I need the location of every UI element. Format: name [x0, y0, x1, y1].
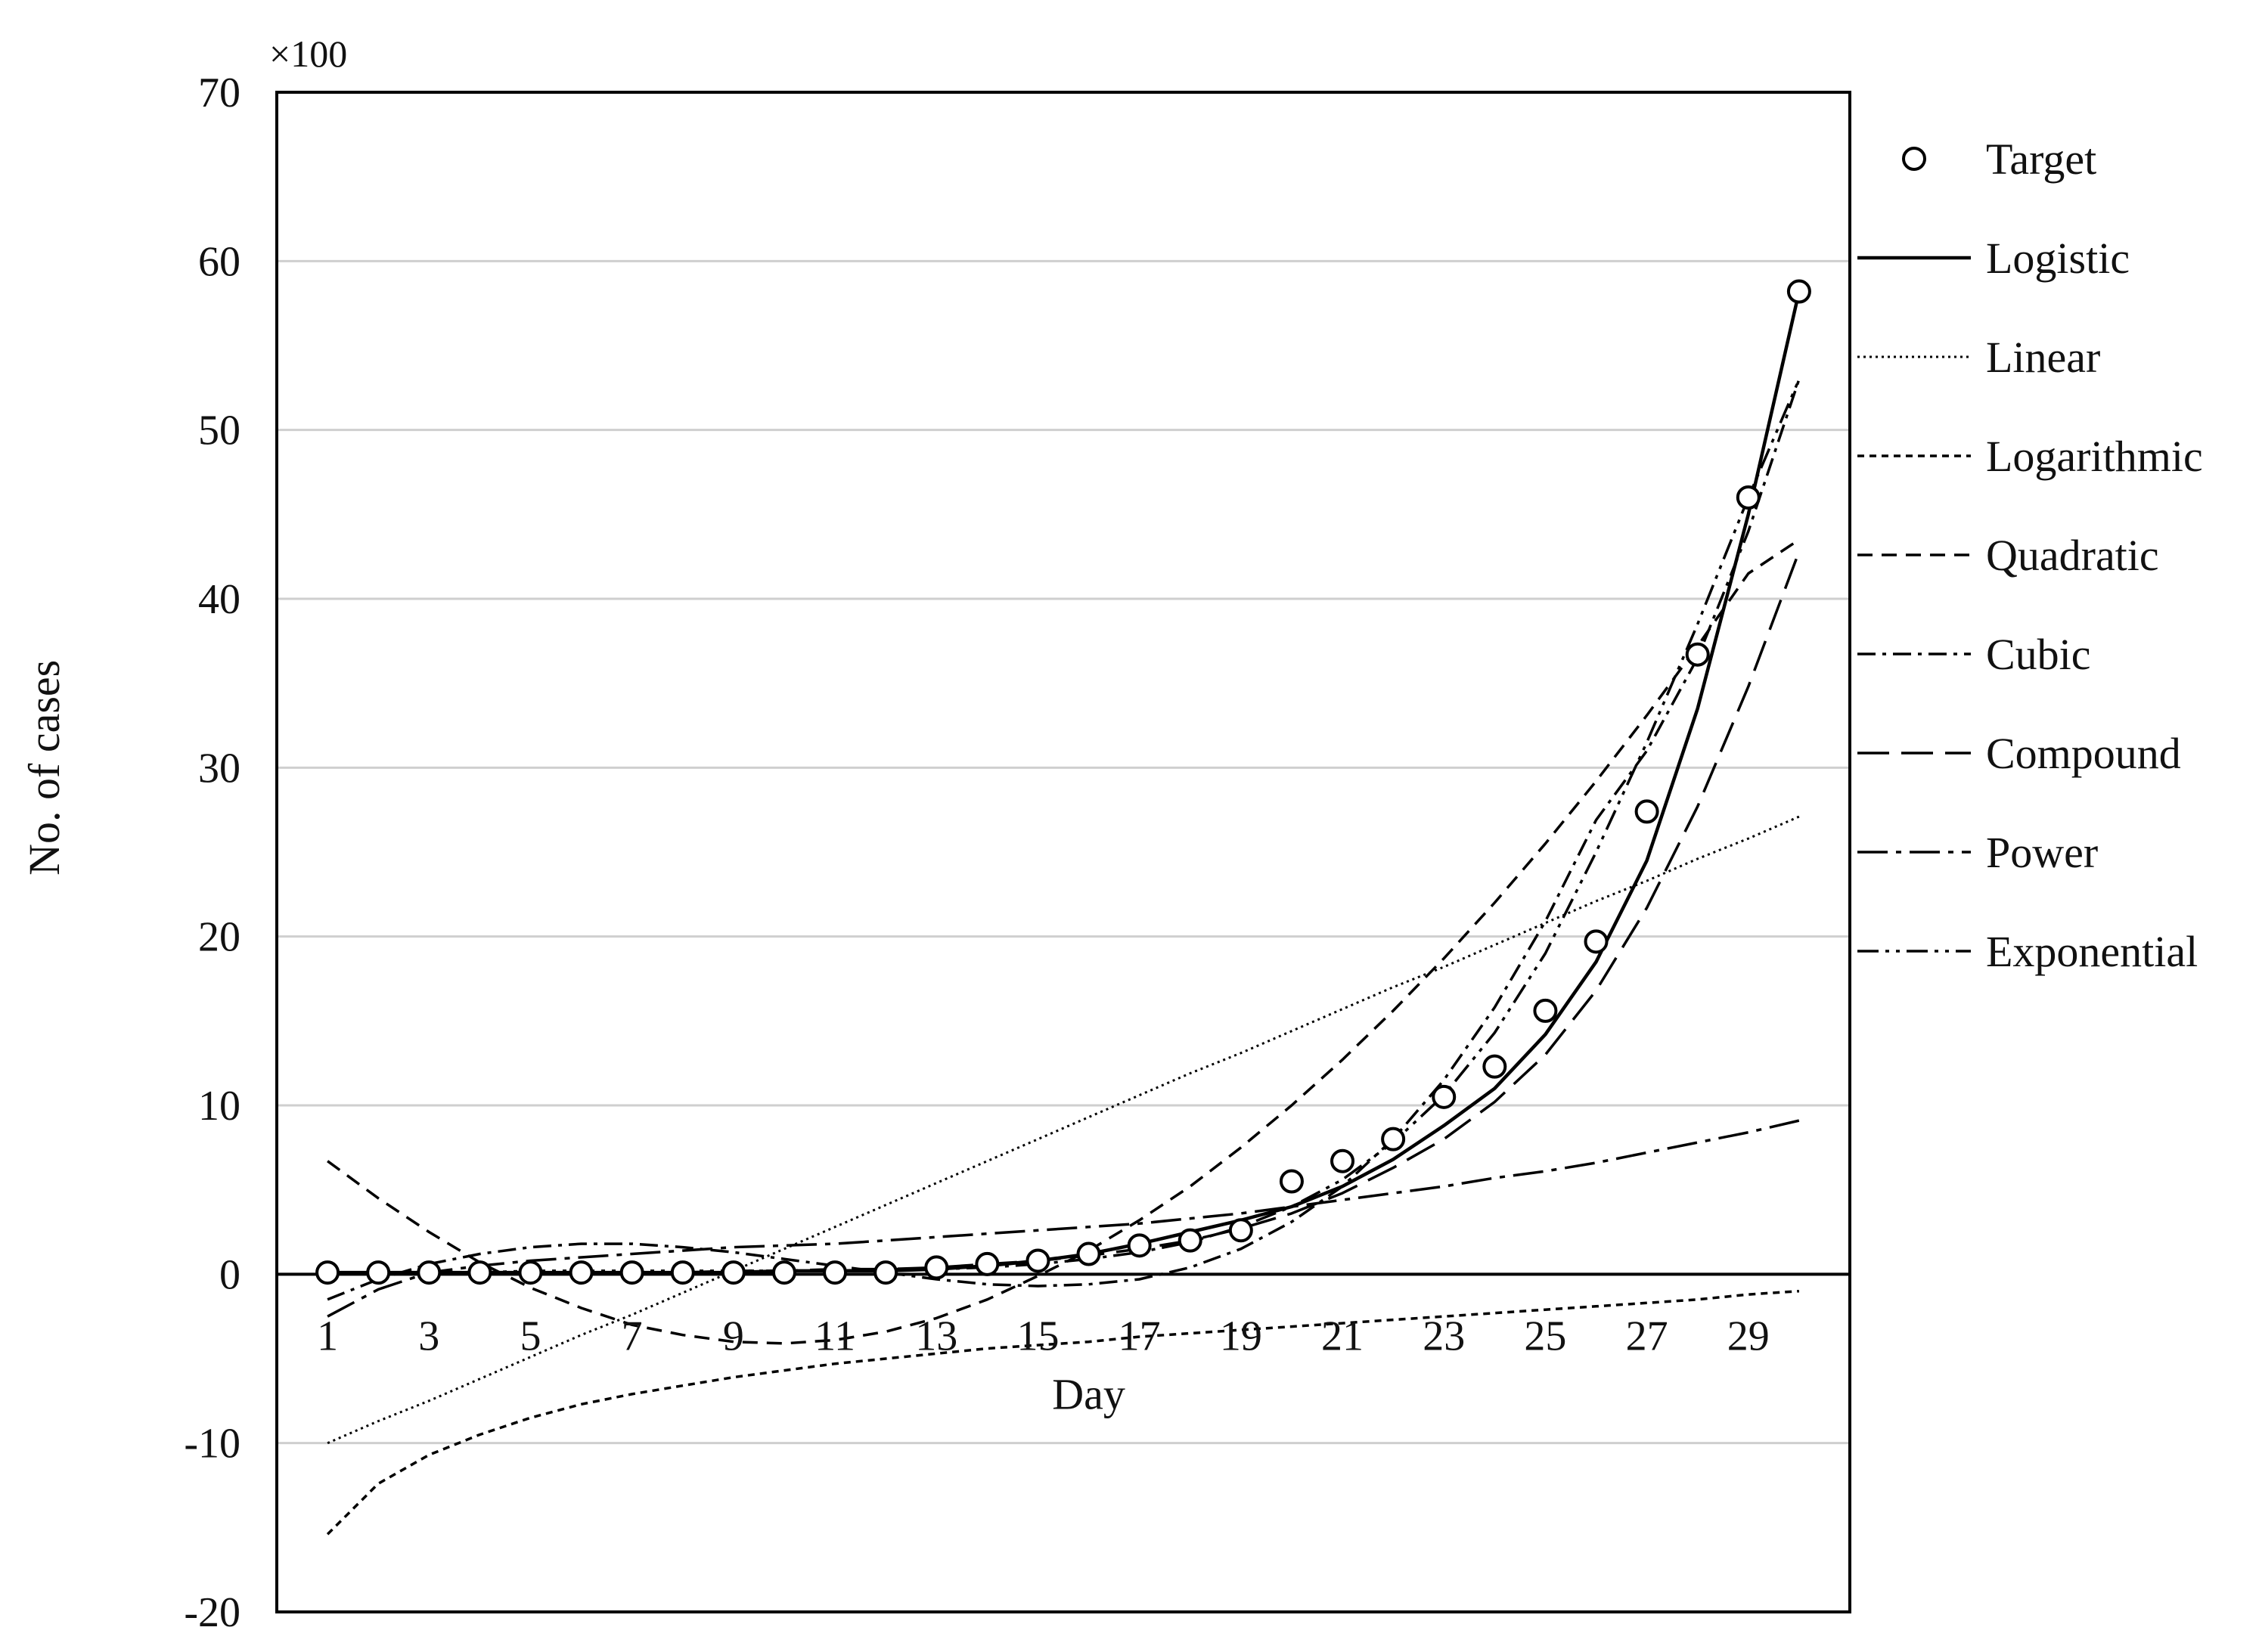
- y-tick-label: 20: [198, 914, 240, 961]
- target-point: [771, 1260, 796, 1285]
- target-point: [569, 1260, 594, 1285]
- series-line-cubic: [327, 379, 1801, 1301]
- series-line-logarithmic: [326, 1289, 1800, 1536]
- y-tick-label: 0: [219, 1251, 240, 1298]
- target-point: [1533, 998, 1558, 1023]
- gridlines: [277, 259, 1850, 1445]
- x-tick-label: 23: [1423, 1313, 1465, 1359]
- target-point: [975, 1251, 1000, 1276]
- series-line-power: [327, 1119, 1800, 1318]
- series-line-logistic: [327, 291, 1801, 1275]
- x-tick-label: 11: [815, 1313, 855, 1359]
- target-point: [1685, 642, 1710, 667]
- x-tick-labels: 1 3 5 7 9 11 13 15 17 19 21 23 25 27 29: [317, 1313, 1770, 1359]
- target-point: [366, 1260, 391, 1285]
- target-point: [1026, 1248, 1050, 1273]
- target-point: [467, 1260, 492, 1285]
- target-point: [721, 1260, 746, 1285]
- y-tick-label: 10: [198, 1083, 240, 1130]
- legend-label: Logarithmic: [1986, 432, 2203, 481]
- x-tick-label: 29: [1727, 1313, 1770, 1359]
- x-tick-label: 3: [418, 1313, 439, 1359]
- y-tick-label: 30: [198, 745, 240, 792]
- legend-label: Logistic: [1986, 234, 2130, 283]
- x-tick-label: 5: [520, 1313, 541, 1359]
- x-axis-title: Day: [1052, 1369, 1125, 1418]
- legend-label: Exponential: [1986, 927, 2198, 976]
- x-tick-label: 17: [1119, 1313, 1161, 1359]
- target-point: [1432, 1084, 1457, 1109]
- y-axis-title: No. of cases: [20, 660, 69, 876]
- target-point: [619, 1260, 644, 1285]
- y-scale-multiplier: ×100: [269, 33, 347, 75]
- target-point: [873, 1260, 898, 1285]
- target-point: [417, 1260, 442, 1285]
- x-tick-label: 19: [1220, 1313, 1262, 1359]
- series-line-quadratic: [327, 538, 1800, 1345]
- x-tick-label: 21: [1321, 1313, 1364, 1359]
- y-tick-label: 70: [198, 70, 240, 116]
- x-tick-label: 25: [1524, 1313, 1566, 1359]
- target-point: [518, 1260, 543, 1285]
- y-tick-label: 50: [198, 408, 240, 454]
- x-tick-label: 15: [1016, 1313, 1059, 1359]
- y-tick-label: -10: [184, 1421, 240, 1468]
- target-point: [1634, 799, 1659, 824]
- target-point: [1482, 1054, 1507, 1079]
- target-point: [1584, 929, 1609, 954]
- target-point: [1228, 1218, 1253, 1243]
- legend-label: Cubic: [1986, 630, 2091, 679]
- legend-swatch-target: [1902, 147, 1926, 171]
- y-tick-label: 60: [198, 238, 240, 285]
- x-tick-label: 27: [1626, 1313, 1668, 1359]
- target-point: [1330, 1148, 1355, 1173]
- legend-label: Linear: [1986, 333, 2100, 382]
- y-tick-label: 40: [198, 576, 240, 623]
- legend-label: Compound: [1986, 729, 2181, 778]
- y-tick-label: -20: [184, 1589, 240, 1636]
- x-tick-label: 13: [915, 1313, 957, 1359]
- target-markers: [315, 279, 1811, 1285]
- y-tick-labels: -20 -10 0 10 20 30 40 50 60 70: [184, 70, 240, 1636]
- series-line-linear: [327, 815, 1800, 1445]
- series-lines: [326, 291, 1801, 1536]
- target-point: [1786, 279, 1811, 304]
- series-line-exponential: [327, 379, 1801, 1276]
- target-point: [1381, 1127, 1406, 1151]
- x-tick-label: 1: [317, 1313, 338, 1359]
- target-point: [670, 1260, 695, 1285]
- legend: Target Logistic Linear Logarithmic Quadratic…: [1857, 135, 2203, 976]
- target-point: [1076, 1241, 1101, 1266]
- target-point: [315, 1260, 340, 1285]
- target-point: [1178, 1228, 1202, 1253]
- legend-label: Power: [1986, 828, 2098, 877]
- target-point: [1736, 485, 1761, 510]
- target-point: [924, 1255, 949, 1280]
- target-point: [1279, 1169, 1304, 1194]
- plot-frame: [275, 91, 1851, 1613]
- x-tick-label: 7: [622, 1313, 643, 1359]
- legend-label: Quadratic: [1986, 531, 2159, 580]
- x-tick-label: 9: [723, 1313, 744, 1359]
- target-point: [823, 1260, 848, 1285]
- legend-label: Target: [1986, 135, 2096, 184]
- target-point: [1127, 1233, 1152, 1258]
